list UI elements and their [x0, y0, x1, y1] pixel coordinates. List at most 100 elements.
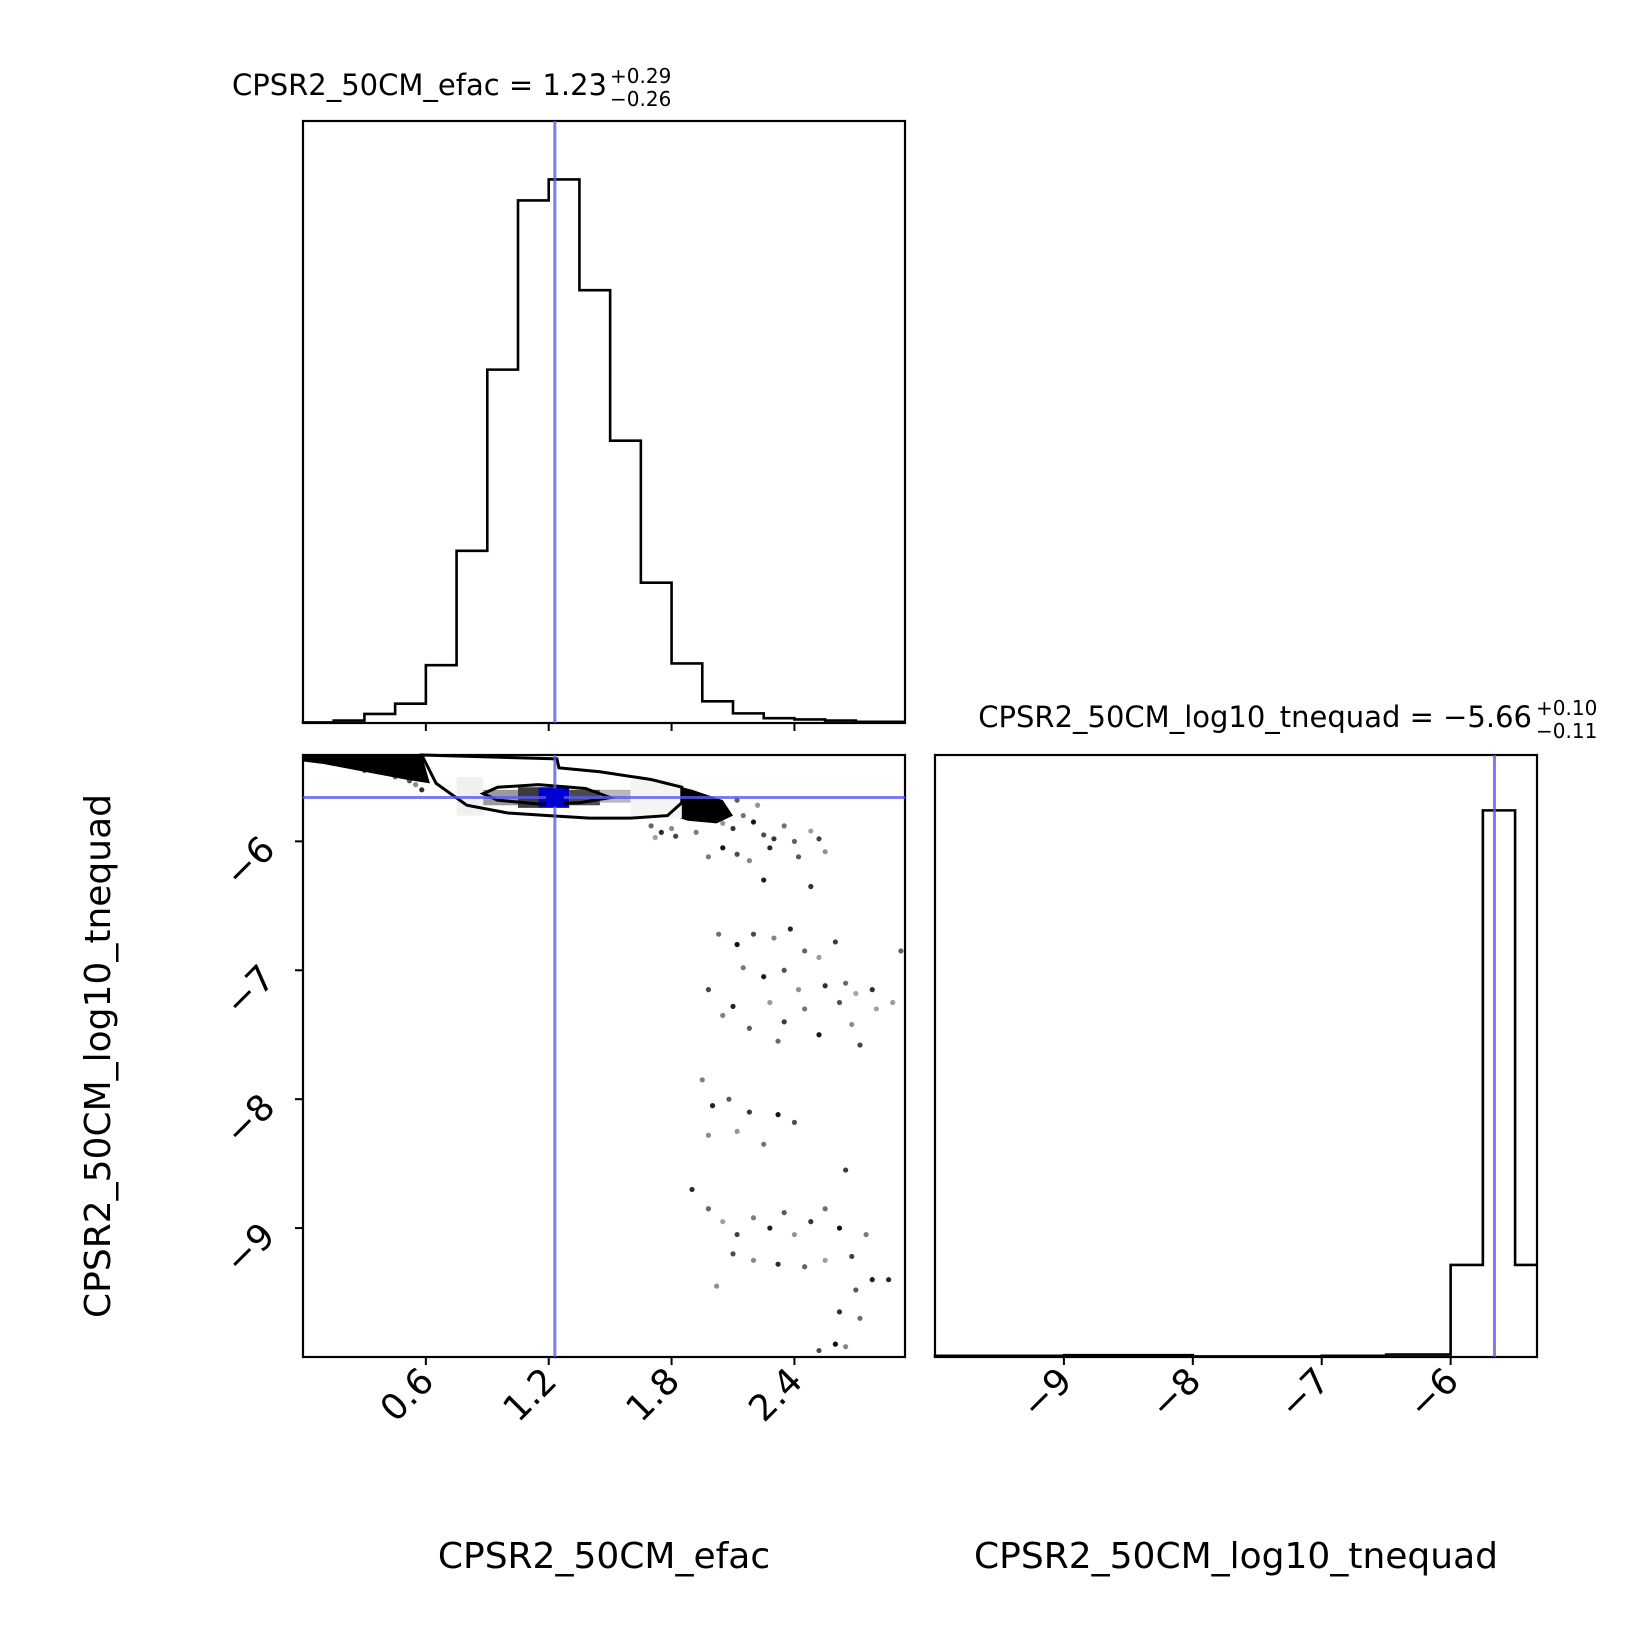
truth-marker	[545, 788, 564, 807]
tnequad-title-param: CPSR2_50CM_log10_tnequad	[978, 700, 1400, 734]
scatter-point	[668, 825, 675, 832]
dense-region-left	[303, 755, 430, 784]
scatter-point	[750, 819, 757, 825]
joint-xtick-label: 1.2	[496, 1360, 565, 1429]
scatter-point	[734, 1128, 740, 1135]
tnequad-histogram	[933, 755, 1537, 1358]
scatter-point	[857, 1315, 863, 1321]
scatter-point	[658, 829, 664, 835]
scatter-point	[730, 1003, 736, 1009]
tnequad-histogram-frame	[933, 753, 1539, 1359]
scatter-point	[775, 1261, 781, 1267]
joint-ytick-label: −6	[217, 829, 284, 896]
scatter-point	[832, 1341, 838, 1347]
scatter-point	[808, 828, 814, 834]
scatter-point	[836, 1225, 843, 1231]
scatter-point	[705, 854, 712, 860]
joint-density-plot	[303, 753, 905, 1357]
scatter-point	[843, 1167, 849, 1173]
scatter-point	[822, 1257, 828, 1263]
x-axis-label-efac: CPSR2_50CM_efac	[438, 1536, 770, 1577]
scatter-point	[730, 1251, 736, 1257]
scatter-point	[413, 782, 419, 788]
scatter-point	[802, 948, 808, 954]
efac-histogram-step	[301, 178, 905, 724]
scatter-point	[714, 1283, 720, 1289]
scatter-point	[761, 974, 767, 980]
scatter-point	[890, 999, 896, 1006]
scatter-point	[822, 849, 828, 855]
scatter-point	[767, 845, 773, 851]
scatter-point	[720, 1219, 726, 1225]
y-axis-label-tnequad: CPSR2_50CM_log10_tnequad	[78, 794, 119, 1318]
scatter-point	[853, 1287, 859, 1293]
scatter-point	[795, 987, 802, 993]
joint-xtick-label: 0.6	[373, 1360, 442, 1429]
scatter-point	[781, 967, 787, 973]
scatter-point	[791, 838, 798, 844]
efac-histogram-frame	[301, 119, 907, 725]
efac-title-value: 1.23	[542, 68, 607, 102]
scatter-point	[836, 1309, 843, 1315]
scatter-point	[730, 825, 736, 832]
scatter-point	[750, 931, 757, 937]
scatter-point	[781, 1210, 787, 1216]
tnequad-xtick-label: −6	[1400, 1360, 1467, 1427]
scatter-point	[775, 1038, 781, 1044]
scatter-point	[750, 1215, 757, 1221]
scatter-point	[693, 829, 699, 835]
scatter-point	[857, 1042, 863, 1048]
scatter-point	[761, 877, 767, 883]
scatter-point	[791, 1231, 798, 1238]
scatter-point	[802, 1006, 808, 1012]
joint-ytick-label: −8	[217, 1087, 284, 1154]
scatter-point	[849, 1253, 855, 1260]
scatter-point	[740, 812, 746, 819]
scatter-point	[771, 935, 777, 941]
scatter-point	[720, 820, 726, 826]
scatter-point	[740, 965, 746, 971]
scatter-point	[689, 1186, 695, 1193]
x-axis-label-tnequad: CPSR2_50CM_log10_tnequad	[974, 1536, 1498, 1577]
scatter-point	[720, 845, 726, 851]
joint-xtick-label: 1.8	[618, 1360, 687, 1429]
scatter-point	[734, 1231, 740, 1238]
scatter-point	[869, 987, 875, 993]
tnequad-title: CPSR2_50CM_log10_tnequad = −5.66	[978, 700, 1532, 734]
dense-region-right	[667, 783, 733, 824]
scatter-point	[808, 1219, 814, 1225]
joint-xtick-label: 2.4	[741, 1360, 810, 1429]
scatter-point	[716, 931, 722, 937]
scatter-point	[822, 1206, 828, 1212]
tnequad-xtick-label: −8	[1143, 1360, 1210, 1427]
scatter-point	[750, 1257, 757, 1263]
tnequad-xtick-label: −7	[1272, 1360, 1339, 1427]
scatter-point	[886, 1277, 892, 1283]
scatter-point	[761, 832, 767, 838]
tnequad-title-minus: −0.11	[1536, 719, 1597, 743]
scatter-point	[795, 854, 802, 860]
scatter-point	[726, 1096, 732, 1102]
scatter-point	[699, 1077, 705, 1083]
scatter-point	[869, 1277, 875, 1283]
scatter-point	[746, 1025, 752, 1031]
scatter-point	[816, 954, 822, 960]
scatter-point	[746, 858, 752, 864]
scatter-point	[787, 926, 793, 932]
scatter-point	[781, 1019, 787, 1025]
scatter-point	[673, 833, 679, 839]
scatter-point	[808, 883, 814, 890]
scatter-point	[709, 1103, 716, 1109]
scatter-point	[652, 834, 658, 841]
scatter-point	[802, 1264, 808, 1270]
scatter-point	[816, 1347, 822, 1354]
scatter-point	[816, 836, 822, 842]
efac-title-plus: +0.29	[610, 64, 671, 88]
efac-title-minus: −0.26	[610, 87, 671, 111]
tnequad-histogram-step	[933, 809, 1537, 1358]
scatter-point	[648, 823, 654, 829]
tnequad-title-plus: +0.10	[1536, 696, 1597, 720]
scatter-point	[791, 1119, 798, 1125]
scatter-point	[781, 823, 787, 829]
